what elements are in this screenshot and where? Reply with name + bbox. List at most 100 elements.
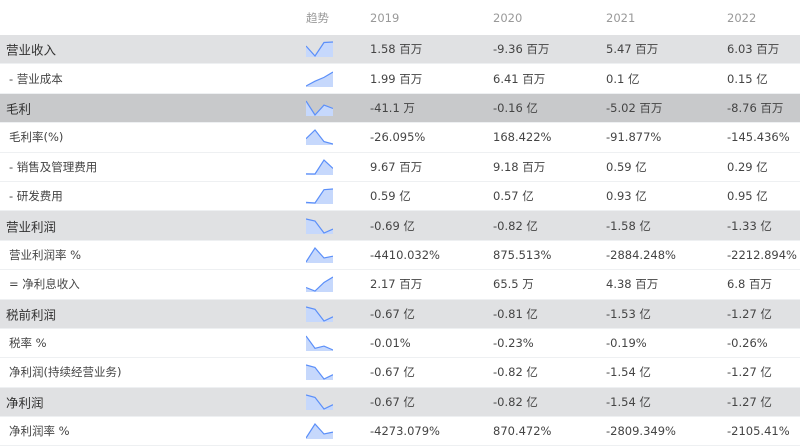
year-header: 2020 (493, 10, 523, 25)
year-header: 2021 (606, 10, 636, 25)
sparkline-chart (306, 188, 333, 205)
sparkline-area (306, 100, 333, 116)
value-cell-2022: 0.29 亿 (727, 159, 768, 174)
sparkline-chart (306, 335, 333, 352)
value-cell-2021: -2809.349% (606, 424, 676, 439)
value-cell-2021: 4.38 百万 (606, 277, 659, 292)
value-cell-2019: -0.67 亿 (370, 306, 415, 321)
sparkline-area (306, 277, 333, 293)
value-cell-2020: -0.82 亿 (493, 365, 538, 380)
value-cell-2019: 1.99 百万 (370, 71, 423, 86)
table-row: = 净利息收入 2.17 百万 65.5 万 4.38 百万 6.8 百万 (0, 270, 800, 300)
value-cell-2022: -1.33 亿 (727, 218, 772, 233)
value-cell-2020: 870.472% (493, 424, 552, 439)
sparkline-chart (306, 306, 333, 322)
value-cell-2021: 0.59 亿 (606, 159, 647, 174)
sparkline-area (306, 130, 333, 146)
table-row: 税率 % -0.01% -0.23% -0.19% -0.26% (0, 329, 800, 359)
value-cell-2022: -145.436% (727, 130, 790, 145)
value-cell-2021: 0.93 亿 (606, 189, 647, 204)
value-cell-2022: -8.76 百万 (727, 100, 784, 115)
value-cell-2021: -91.877% (606, 130, 662, 145)
sparkline-chart (306, 129, 333, 146)
value-cell-2022: 6.8 百万 (727, 277, 772, 292)
value-cell-2022: -2212.894% (727, 247, 797, 262)
sparkline-line (306, 394, 333, 410)
sparkline-line (306, 158, 333, 175)
row-label: 净利润(持续经营业务) (9, 365, 122, 380)
table-row: 营业利润 -0.69 亿 -0.82 亿 -1.58 亿 -1.33 亿 (0, 211, 800, 241)
table-row: 毛利率(%) -26.095% 168.422% -91.877% -145.436% (0, 123, 800, 153)
value-cell-2019: 1.58 百万 (370, 42, 423, 57)
row-label: = 净利息收入 (9, 277, 80, 292)
sparkline-area (306, 365, 333, 381)
sparkline-chart (306, 364, 333, 381)
value-cell-2021: -1.54 亿 (606, 394, 651, 409)
value-cell-2022: -1.27 亿 (727, 306, 772, 321)
value-cell-2019: 0.59 亿 (370, 189, 411, 204)
year-header: 2019 (370, 10, 400, 25)
row-label: 毛利 (6, 101, 32, 117)
table-row: 营业利润率 % -4410.032% 875.513% -2884.248% -2212… (0, 241, 800, 271)
value-cell-2019: -0.69 亿 (370, 218, 415, 233)
table-row: - 销售及管理费用 9.67 百万 9.18 百万 0.59 亿 0.29 亿 (0, 153, 800, 182)
row-label: 税前利润 (6, 307, 57, 323)
value-cell-2020: 65.5 万 (493, 277, 534, 292)
table-row: - 研发费用 0.59 亿 0.57 亿 0.93 亿 0.95 亿 (0, 182, 800, 212)
value-cell-2021: -1.53 亿 (606, 306, 651, 321)
sparkline-line (306, 306, 333, 322)
value-cell-2021: -5.02 百万 (606, 100, 663, 115)
row-label: 营业利润 (6, 219, 57, 235)
row-label: 毛利率(%) (9, 130, 64, 145)
row-label: 营业收入 (6, 42, 57, 58)
sparkline-chart (306, 41, 333, 58)
sparkline-line (306, 276, 333, 293)
value-cell-2019: -41.1 万 (370, 100, 415, 115)
value-cell-2022: 6.03 百万 (727, 42, 780, 57)
table-row: 营业收入 1.58 百万 -9.36 百万 5.47 百万 6.03 百万 (0, 35, 800, 65)
value-cell-2019: -0.67 亿 (370, 365, 415, 380)
value-cell-2020: 0.57 亿 (493, 189, 534, 204)
value-cell-2019: -4273.079% (370, 424, 440, 439)
value-cell-2020: 9.18 百万 (493, 159, 546, 174)
row-label: - 销售及管理费用 (9, 159, 98, 174)
sparkline-line (306, 246, 333, 263)
value-cell-2022: 0.95 亿 (727, 189, 768, 204)
trend-header: 趋势 (306, 10, 329, 25)
value-cell-2020: 875.513% (493, 247, 552, 262)
table-row: 毛利 -41.1 万 -0.16 亿 -5.02 百万 -8.76 百万 (0, 93, 800, 124)
table-row: - 营业成本 1.99 百万 6.41 百万 0.1 亿 0.15 亿 (0, 64, 800, 94)
sparkline-line (306, 71, 333, 87)
value-cell-2019: -0.67 亿 (370, 394, 415, 409)
sparkline-chart (306, 394, 333, 410)
value-cell-2022: -0.26% (727, 336, 768, 351)
value-cell-2020: -9.36 百万 (493, 42, 550, 57)
value-cell-2020: 6.41 百万 (493, 71, 546, 86)
value-cell-2022: -1.27 亿 (727, 394, 772, 409)
value-cell-2019: 9.67 百万 (370, 159, 423, 174)
value-cell-2019: -26.095% (370, 130, 426, 145)
sparkline-line (306, 129, 333, 145)
row-label: 税率 % (9, 336, 47, 351)
value-cell-2020: 168.422% (493, 130, 552, 145)
sparkline-chart (306, 100, 333, 116)
table-row: 税前利润 -0.67 亿 -0.81 亿 -1.53 亿 -1.27 亿 (0, 299, 800, 329)
value-cell-2021: 5.47 百万 (606, 42, 659, 57)
table-row: 净利润(持续经营业务) -0.67 亿 -0.82 亿 -1.54 亿 -1.27 亿 (0, 358, 800, 388)
sparkline-line (306, 100, 333, 116)
sparkline-line (306, 423, 333, 439)
sparkline-chart (306, 423, 333, 440)
financial-table: 营业收入 1.58 百万 -9.36 百万 5.47 百万 6.03 百万 - 营业成本 1… (0, 35, 800, 446)
sparkline-line (306, 188, 333, 204)
value-cell-2021: -0.19% (606, 336, 647, 351)
value-cell-2019: 2.17 百万 (370, 277, 423, 292)
value-cell-2021: 0.1 亿 (606, 71, 640, 86)
row-label: - 营业成本 (9, 71, 63, 86)
sparkline-line (306, 364, 333, 381)
value-cell-2020: -0.82 亿 (493, 218, 538, 233)
sparkline-area (306, 218, 333, 234)
table-header: 趋势 2019 2020 2021 2022 (0, 0, 800, 35)
value-cell-2020: -0.16 亿 (493, 100, 538, 115)
row-label: - 研发费用 (9, 189, 63, 204)
value-cell-2021: -1.58 亿 (606, 218, 651, 233)
